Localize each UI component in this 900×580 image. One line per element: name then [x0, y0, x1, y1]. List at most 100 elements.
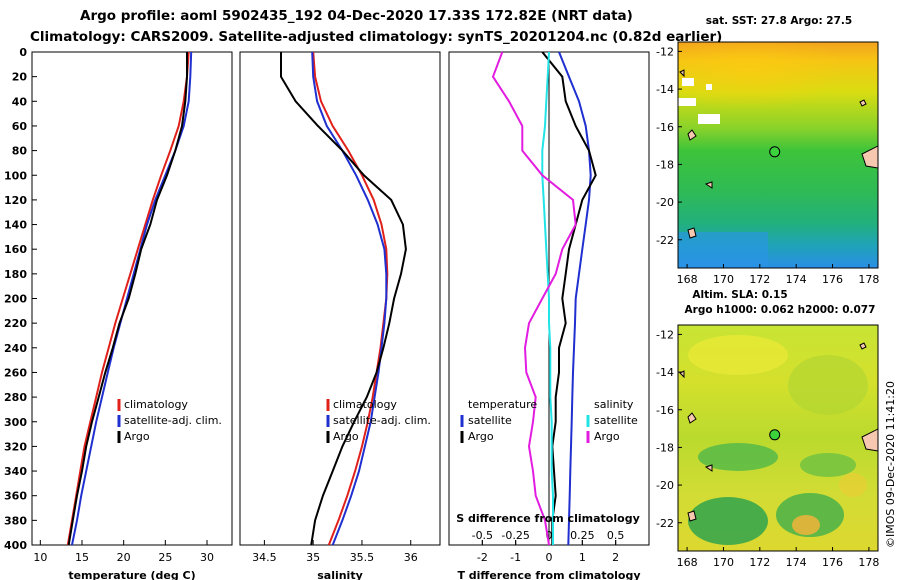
- argo-float-marker: [769, 429, 781, 441]
- temperature-panel: 0 20 40 60 80 100 120 140 160 180 200 220 240 260 280 3…: [4, 46, 233, 580]
- y-tick-label: 0: [19, 46, 27, 59]
- sla-map-frame: [677, 324, 879, 552]
- salinity-series: [280, 51, 407, 546]
- lat-tick-label: -20: [656, 196, 674, 209]
- x-tick-label: 34.5: [252, 551, 277, 564]
- y-tick-label: 180: [4, 268, 27, 281]
- x-tick-label: 10: [33, 551, 47, 564]
- cloud-mask: [682, 78, 694, 86]
- y-tick-label: 220: [4, 317, 27, 330]
- lat-tick-label: -12: [656, 328, 674, 341]
- difference-legend: temperature satellite Argo salinity sate…: [460, 398, 638, 443]
- island-landmass: [687, 227, 697, 239]
- legend-heading-salinity: salinity: [594, 398, 634, 411]
- y-tick-label: 40: [12, 95, 28, 108]
- y-tick-label: 300: [4, 416, 27, 429]
- lon-tick-label: 176: [822, 273, 843, 286]
- lon-tick-label: 172: [749, 273, 770, 286]
- legend-label-s-argo: Argo: [594, 430, 620, 443]
- legend-label-t-satellite: satellite: [468, 414, 512, 427]
- legend-label-satellite: satellite-adj. clim.: [124, 414, 222, 427]
- argo-float-marker: [769, 146, 781, 158]
- y-tick-label: 120: [4, 194, 27, 207]
- temperature-series: [66, 51, 193, 546]
- lat-tick-label: -18: [656, 158, 674, 171]
- y-tick-label: 380: [4, 514, 27, 527]
- sla-lon-axis: 168 170 172 174 176 178: [677, 547, 879, 569]
- y-tick-label: 100: [4, 169, 27, 182]
- island-landmass: [861, 145, 878, 169]
- cloud-mask: [678, 98, 696, 106]
- difference-series: [491, 51, 597, 546]
- y-tick-label: 140: [4, 219, 27, 232]
- x-tick-label: 1: [579, 551, 586, 564]
- sst-map-field: [678, 42, 878, 268]
- salinity-panel-frame: [239, 51, 441, 546]
- lat-tick-label: -22: [656, 517, 674, 530]
- lon-tick-label: 168: [677, 556, 698, 569]
- x-tick-label: 0.25: [570, 529, 595, 542]
- cloud-mask: [706, 84, 712, 90]
- sla-high-patch: [688, 335, 788, 375]
- temperature-panel-frame: [31, 51, 233, 546]
- y-tick-label: 60: [12, 120, 28, 133]
- y-tick-label: 80: [12, 145, 28, 158]
- x-tick-label: 36: [404, 551, 418, 564]
- lon-tick-label: 168: [677, 273, 698, 286]
- sst-map-panel: sat. SST: 27.8 Argo: 27.5: [656, 15, 879, 286]
- lon-tick-label: 170: [713, 556, 734, 569]
- temperature-axis: 10 15 20 25 30: [33, 540, 214, 564]
- x-tick-label: 35.5: [350, 551, 375, 564]
- island-landmass: [679, 69, 685, 78]
- lon-tick-label: 174: [786, 556, 807, 569]
- x-tick-label: -0.5: [472, 529, 493, 542]
- sla-low-patch: [698, 443, 778, 471]
- island-landmass: [704, 181, 713, 189]
- y-tick-label: 260: [4, 366, 27, 379]
- depth-axis: 0 20 40 60 80 100 120 140 160 180 200 220 240 260 280 3…: [4, 46, 37, 552]
- x-tick-label: -0.25: [501, 529, 529, 542]
- salinity-xlabel: salinity: [317, 569, 363, 580]
- lon-tick-label: 176: [822, 556, 843, 569]
- x-tick-label: 15: [75, 551, 89, 564]
- y-tick-label: 360: [4, 490, 27, 503]
- y-tick-label: 20: [12, 71, 28, 84]
- lat-tick-label: -16: [656, 121, 674, 134]
- legend-label-argo: Argo: [333, 430, 359, 443]
- title-line-1: Argo profile: aoml 5902435_192 04-Dec-20…: [80, 8, 633, 24]
- sst-lon-axis: 168 170 172 174 176 178: [677, 264, 879, 286]
- lat-tick-label: -12: [656, 45, 674, 58]
- series-line-temperature-argo: [541, 51, 597, 545]
- lat-tick-label: -14: [656, 366, 674, 379]
- island-landmass: [859, 342, 867, 350]
- sla-map-panel: Altim. SLA: 0.15 Argo h1000: 0.062 h2000…: [656, 289, 879, 569]
- salinity-axis: 34.5 35 35.5 36: [252, 540, 418, 564]
- lat-tick-label: -16: [656, 404, 674, 417]
- series-line-salinity-argo: [491, 51, 577, 546]
- island-landmass: [687, 129, 697, 141]
- y-tick-label: 320: [4, 440, 27, 453]
- x-tick-label: -1: [510, 551, 521, 564]
- lon-tick-label: 172: [749, 556, 770, 569]
- legend-label-satellite: satellite-adj. clim.: [333, 414, 431, 427]
- salinity-legend: climatology satellite-adj. clim. Argo: [326, 398, 431, 443]
- series-line-temperature-satellite: [558, 51, 592, 546]
- sst-warm-patch: [678, 42, 878, 122]
- temperature-legend: climatology satellite-adj. clim. Argo: [117, 398, 222, 443]
- x-tick-label: 0: [546, 551, 553, 564]
- x-tick-label: 0.5: [607, 529, 625, 542]
- lat-tick-label: -14: [656, 83, 674, 96]
- y-tick-label: 200: [4, 293, 27, 306]
- sla-patch: [839, 473, 867, 497]
- cloud-mask: [698, 114, 720, 124]
- series-line-argo: [280, 52, 407, 546]
- island-landmass: [859, 99, 867, 107]
- sst-map-title: sat. SST: 27.8 Argo: 27.5: [706, 15, 852, 27]
- sla-low-patch: [688, 497, 768, 545]
- series-line-climatology: [312, 51, 389, 546]
- series-line-climatology: [66, 51, 190, 546]
- y-tick-label: 280: [4, 391, 27, 404]
- y-tick-label: 400: [4, 539, 27, 552]
